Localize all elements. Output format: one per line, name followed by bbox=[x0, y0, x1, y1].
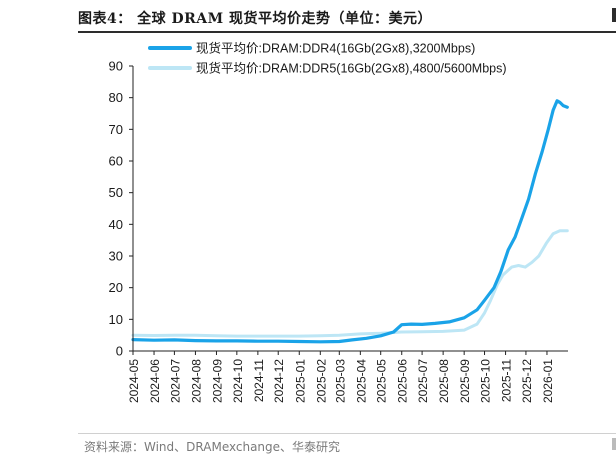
legend: 现货平均价:DRAM:DDR4(16Gb(2Gx8),3200Mbps) 现货平均… bbox=[148, 41, 507, 76]
x-tick-label: 2024-12 bbox=[272, 359, 286, 403]
x-tick-label: 2024-10 bbox=[231, 359, 245, 403]
y-tick-label: 70 bbox=[109, 122, 123, 137]
y-tick-label: 60 bbox=[109, 154, 123, 169]
x-tick-label: 2025-12 bbox=[520, 359, 534, 403]
x-tick-label: 2025-01 bbox=[293, 359, 307, 403]
x-tick-label: 2025-02 bbox=[314, 359, 328, 403]
x-tick-label: 2024-07 bbox=[168, 359, 182, 403]
x-tick-label: 2025-11 bbox=[500, 359, 514, 402]
x-tick-label: 2025-05 bbox=[375, 359, 389, 403]
x-tick-label: 2024-11 bbox=[252, 359, 266, 402]
series-ddr4-line bbox=[131, 99, 569, 344]
series-ddr5-line bbox=[131, 229, 569, 338]
right-edge-marker-footer bbox=[612, 438, 616, 450]
x-tick-label: 2025-08 bbox=[437, 359, 451, 403]
y-tick-label: 90 bbox=[109, 59, 123, 74]
x-tick-label: 2024-05 bbox=[127, 359, 141, 403]
x-tick-label: 2025-04 bbox=[354, 359, 368, 403]
x-tick-label: 2025-09 bbox=[458, 359, 472, 403]
y-tick-label: 10 bbox=[109, 312, 123, 327]
axis-layer: 0 10 20 30 40 50 60 70 80 90 2024-05 2024-06 2024-07… bbox=[109, 59, 568, 403]
x-tick-label: 2025-10 bbox=[479, 359, 493, 403]
y-tick-label: 80 bbox=[109, 90, 123, 105]
title-rule bbox=[78, 31, 616, 33]
y-tick-label: 20 bbox=[109, 280, 123, 295]
y-tick-label: 50 bbox=[109, 185, 123, 200]
right-edge-marker bbox=[612, 8, 616, 22]
chart-title: 图表4： 全球 DRAM 现货平均价走势（单位：美元） bbox=[78, 11, 432, 27]
x-tick-label: 2025-07 bbox=[416, 359, 430, 403]
legend-label-ddr4: 现货平均价:DRAM:DDR4(16Gb(2Gx8),3200Mbps) bbox=[196, 41, 475, 56]
x-tick-label: 2024-09 bbox=[210, 359, 224, 403]
x-tick-label: 2026-01 bbox=[541, 359, 555, 403]
y-tick-label: 40 bbox=[109, 217, 123, 232]
footer-rule bbox=[78, 433, 616, 434]
x-tick-label: 2025-06 bbox=[396, 359, 410, 403]
x-tick-label: 2024-08 bbox=[189, 359, 203, 403]
y-tick-label: 0 bbox=[116, 344, 123, 359]
series-layer bbox=[131, 99, 569, 344]
x-tick-label: 2025-03 bbox=[333, 359, 347, 403]
y-tick-label: 30 bbox=[109, 249, 123, 264]
x-tick-label: 2024-06 bbox=[148, 359, 162, 403]
source-note: 资料来源：Wind、DRAMexchange、华泰研究 bbox=[84, 440, 341, 454]
legend-label-ddr5: 现货平均价:DRAM:DDR5(16Gb(2Gx8),4800/5600Mbps… bbox=[196, 61, 507, 76]
line-chart: 0 10 20 30 40 50 60 70 80 90 2024-05 2024-06 2024-07… bbox=[109, 41, 569, 403]
